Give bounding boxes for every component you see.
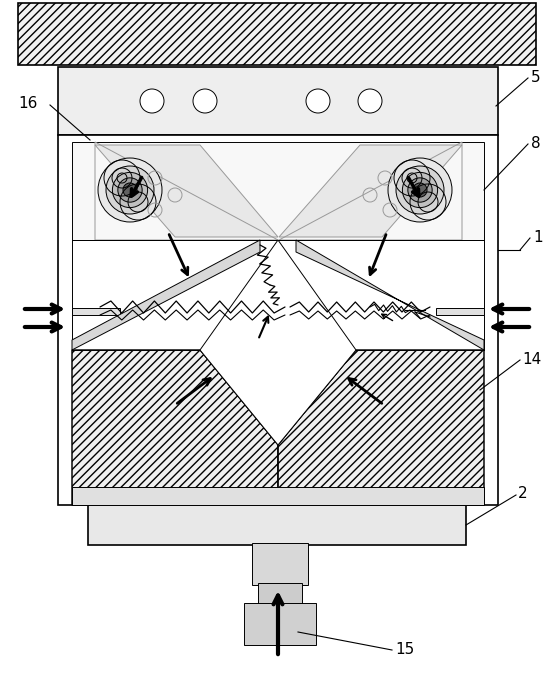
Bar bbox=[72, 142, 484, 242]
Circle shape bbox=[408, 178, 432, 202]
Polygon shape bbox=[72, 308, 120, 315]
Polygon shape bbox=[200, 240, 356, 445]
Polygon shape bbox=[279, 145, 462, 237]
Text: 8: 8 bbox=[531, 136, 541, 150]
Bar bbox=[252, 543, 308, 585]
Polygon shape bbox=[296, 240, 484, 350]
Circle shape bbox=[112, 172, 147, 208]
Circle shape bbox=[98, 158, 162, 222]
Bar bbox=[58, 135, 498, 505]
Polygon shape bbox=[278, 350, 484, 505]
Text: 2: 2 bbox=[518, 486, 527, 501]
Text: 1: 1 bbox=[533, 230, 542, 244]
Polygon shape bbox=[72, 240, 260, 350]
Circle shape bbox=[118, 178, 142, 202]
Circle shape bbox=[193, 89, 217, 113]
Bar bbox=[258, 583, 302, 605]
Circle shape bbox=[306, 89, 330, 113]
Polygon shape bbox=[436, 308, 484, 315]
Bar bbox=[88, 505, 466, 545]
Bar bbox=[72, 240, 484, 350]
Bar bbox=[244, 603, 316, 645]
Text: 14: 14 bbox=[522, 351, 541, 367]
Text: 5: 5 bbox=[531, 69, 541, 85]
Bar bbox=[18, 3, 536, 65]
Circle shape bbox=[106, 166, 154, 214]
Bar bbox=[72, 487, 484, 505]
Text: 16: 16 bbox=[18, 95, 37, 111]
Polygon shape bbox=[95, 145, 278, 237]
Polygon shape bbox=[72, 350, 278, 505]
Circle shape bbox=[140, 89, 164, 113]
Circle shape bbox=[396, 166, 444, 214]
Circle shape bbox=[388, 158, 452, 222]
Circle shape bbox=[358, 89, 382, 113]
Text: 15: 15 bbox=[395, 643, 414, 657]
Circle shape bbox=[402, 172, 438, 208]
Circle shape bbox=[123, 183, 137, 197]
Circle shape bbox=[413, 183, 427, 197]
Bar bbox=[58, 67, 498, 135]
